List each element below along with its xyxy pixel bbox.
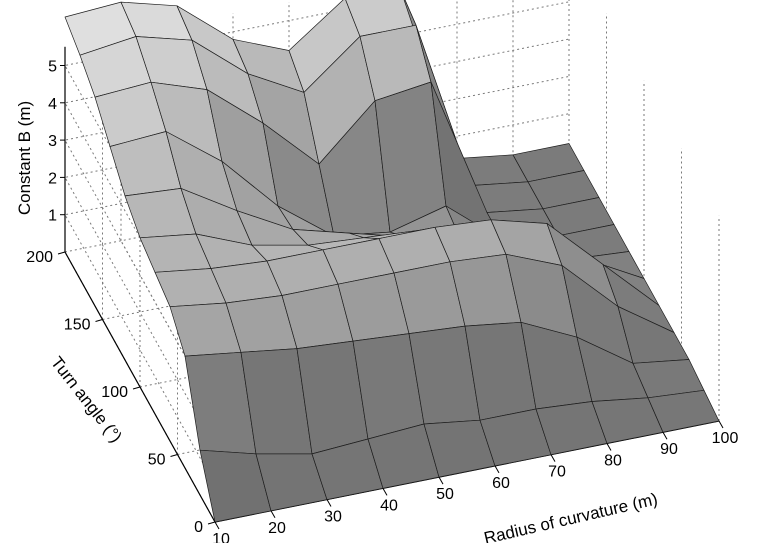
y-tick-label: 50 [148, 452, 166, 469]
x-tick-mark [606, 443, 612, 451]
x-tick-label: 100 [712, 430, 739, 447]
x-tick-mark [382, 488, 388, 496]
z-tick-label: 2 [48, 170, 57, 187]
z-tick-label: 4 [48, 96, 57, 113]
x-tick-label: 50 [436, 486, 454, 503]
surface-facet [647, 389, 720, 433]
y-tick-label: 150 [64, 317, 91, 334]
x-tick-label: 20 [268, 520, 286, 537]
x-tick-mark [326, 499, 332, 507]
x-tick-label: 10 [212, 531, 230, 543]
x-tick-mark [550, 454, 556, 462]
y-tick-label: 0 [194, 519, 203, 536]
y-tick-mark [170, 454, 178, 457]
x-tick-label: 30 [324, 509, 342, 526]
x-tick-mark [270, 510, 276, 519]
x-tick-label: 60 [492, 475, 510, 492]
y-tick-mark [207, 521, 216, 525]
z-tick-label: 5 [48, 59, 57, 76]
x-tick-mark [662, 431, 668, 440]
y-tick-mark [57, 251, 66, 255]
z-tick-label: 1 [48, 208, 57, 225]
z-tick-label: 3 [48, 133, 57, 150]
x-tick-mark [438, 476, 444, 485]
surface-layer [64, 0, 720, 523]
x-tick-label: 80 [604, 452, 622, 469]
z-axis-label: Constant B (m) [15, 101, 34, 215]
y-tick-label: 200 [26, 249, 53, 266]
x-tick-label: 40 [380, 497, 398, 514]
y-tick-label: 100 [101, 384, 128, 401]
x-tick-mark [494, 465, 500, 474]
x-tick-label: 90 [660, 441, 678, 458]
y-tick-mark [132, 386, 141, 390]
x-tick-mark [214, 521, 220, 530]
y-tick-mark [95, 319, 103, 322]
x-axis-label: Radius of curvature (m) [482, 489, 659, 543]
x-tick-mark [718, 420, 724, 429]
x-tick-label: 70 [548, 464, 566, 481]
tick-layer: 10 20 30 40 50 60 70 80 90 100 0 50 100 150 200 1 2 3 4 5 [26, 59, 738, 543]
